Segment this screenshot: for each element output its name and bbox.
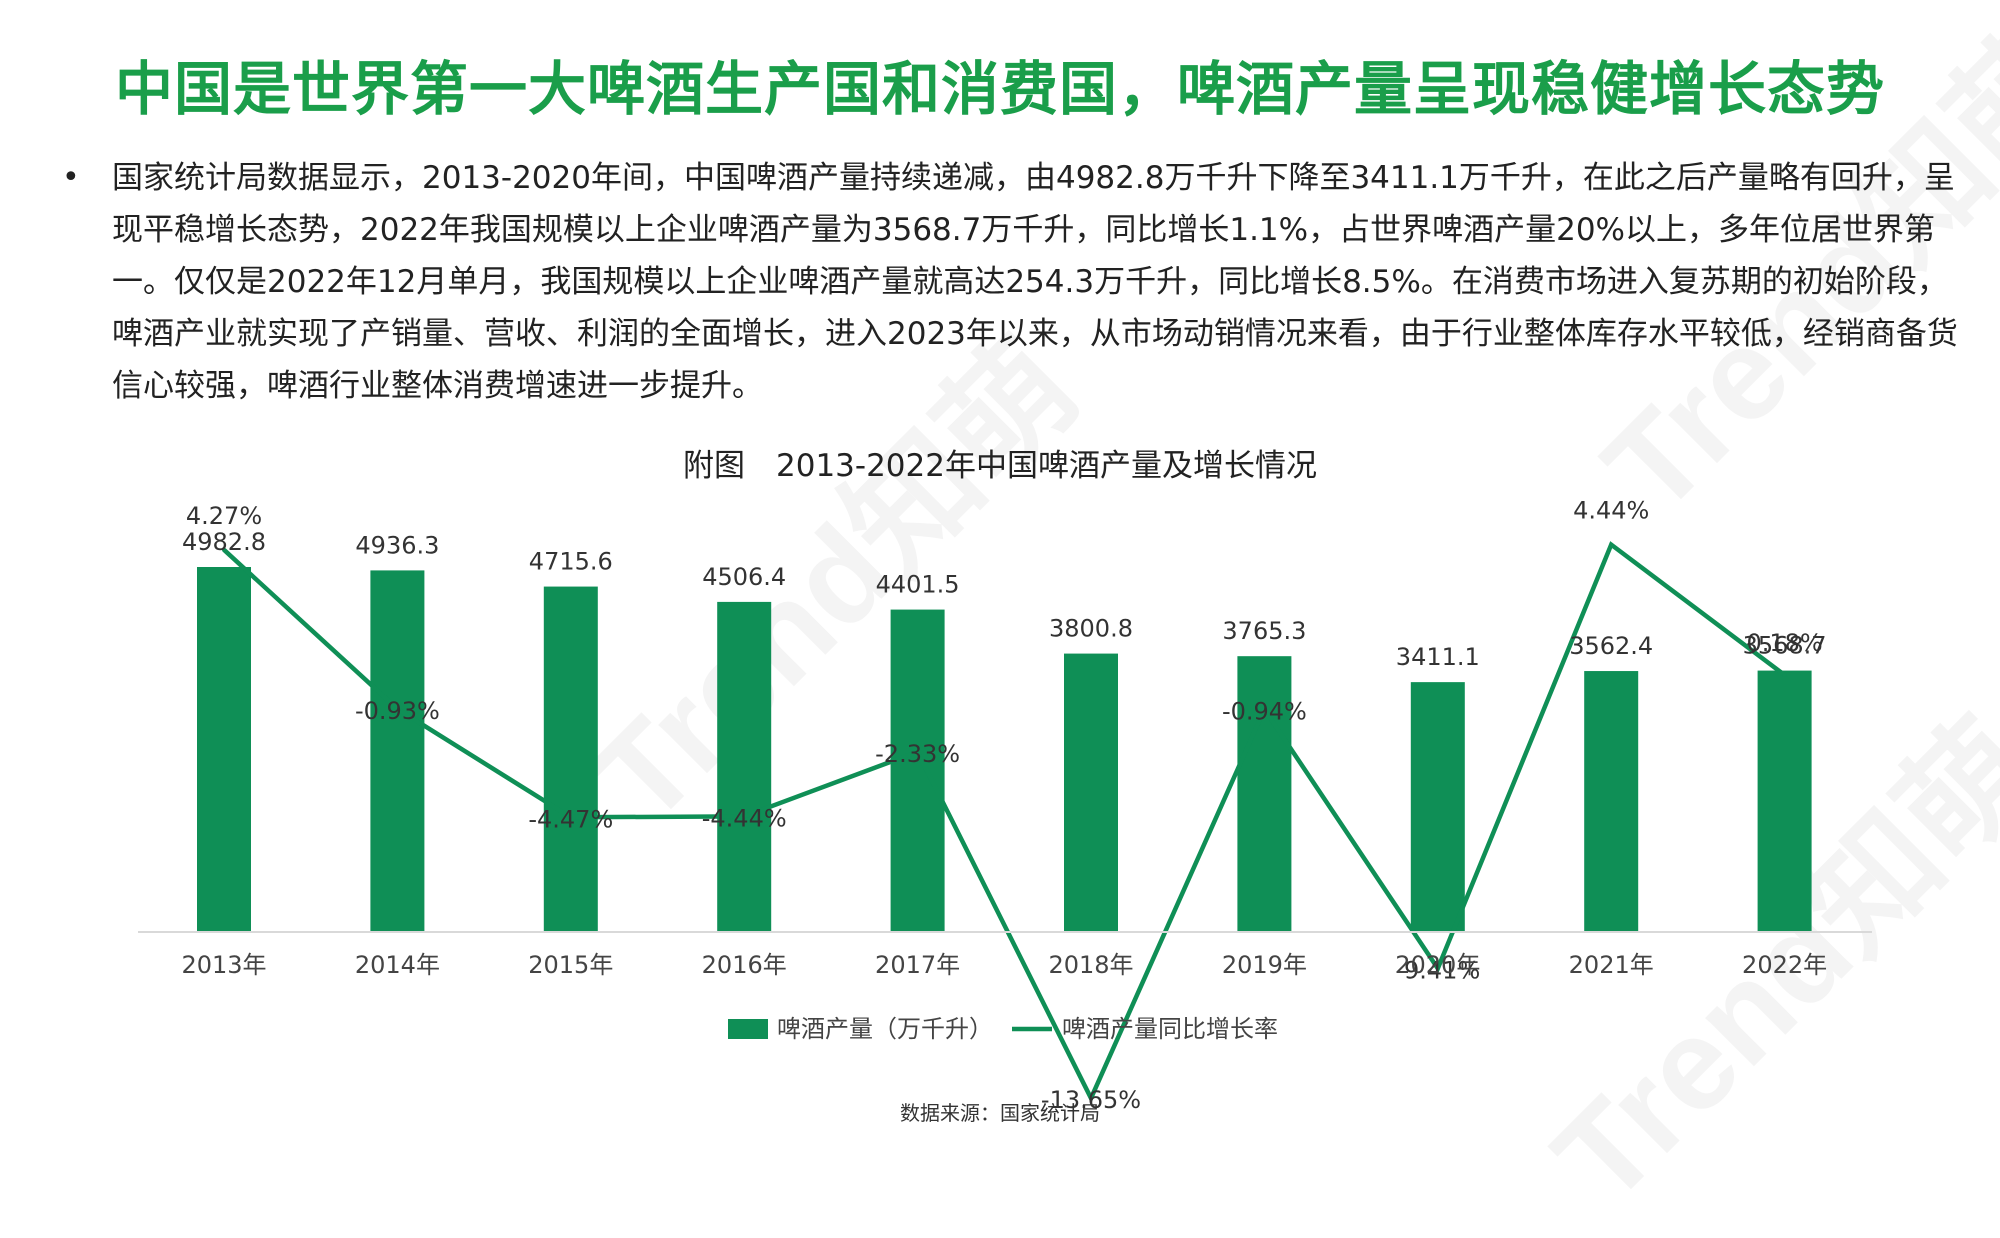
bar-value-label: 4506.4 [702,563,786,591]
page-title: 中国是世界第一大啤酒生产国和消费国，啤酒产量呈现稳健增长态势 [114,55,1885,123]
growth-rate-label: -0.94% [1222,697,1307,725]
x-tick-label: 2021年 [1569,951,1654,979]
bar-2015年 [543,586,598,932]
growth-rate-label: 4.44% [1573,497,1649,525]
growth-rate-label: -9.41% [1395,956,1480,984]
growth-point-2019年 [1262,707,1267,712]
growth-rate-line [222,541,1786,1104]
beer-production-chart: 4982.8 4936.3 4715.6 4506.4 4401.5 3800.8 3765… [138,497,1872,1114]
growth-point-2022年 [1782,672,1787,677]
legend-bar-swatch [728,1019,768,1039]
bar-2014年 [370,570,425,932]
bar-2019年 [1237,656,1292,932]
growth-point-2014年 [395,706,400,711]
bar-value-label: 4936.3 [355,531,439,559]
bar-2018年 [1064,653,1118,932]
growth-rate-label: -0.93% [355,697,440,725]
chart-title: 附图 2013-2022年中国啤酒产量及增长情况 [683,448,1317,484]
bar-value-label: 3411.1 [1396,643,1480,671]
data-source: 数据来源：国家统计局 [900,1101,1100,1125]
bar-value-label: 4982.8 [182,528,266,556]
bar-value-label: 4401.5 [876,571,960,599]
growth-point-2016年 [742,814,747,819]
bar-2017年 [890,609,945,932]
growth-rate-label: -4.47% [528,805,613,833]
legend-line-label: 啤酒产量同比增长率 [1062,1015,1278,1043]
growth-point-2017年 [915,749,920,754]
x-tick-label: 2014年 [355,951,440,979]
bullet-paragraph: • 国家统计局数据显示，2013-2020年间，中国啤酒产量持续递减，由4982… [62,152,1962,412]
bar-value-label: 3800.8 [1049,615,1133,643]
growth-rate-label: 4.27% [186,502,262,530]
bar-2021年 [1584,671,1639,932]
growth-point-2015年 [568,815,573,820]
bar-2013年 [197,567,251,932]
bar-value-label: 3568.7 [1743,632,1827,660]
growth-rate-label: -2.33% [875,740,960,768]
growth-point-2021年 [1609,542,1614,547]
bullet-text: 国家统计局数据显示，2013-2020年间，中国啤酒产量持续递减，由4982.8… [112,160,1958,404]
x-tick-label: 2018年 [1048,951,1133,979]
growth-rate-label: -13.65% [1041,1086,1141,1114]
bar-value-label: 4715.6 [529,548,613,576]
bar-2016年 [717,601,772,932]
x-tick-label: 2022年 [1742,951,1827,979]
x-tick-label: 2020年 [1395,951,1480,979]
growth-point-2018年 [1089,1096,1093,1101]
x-tick-label: 2019年 [1222,951,1307,979]
x-tick-label: 2017年 [875,951,960,979]
growth-rate-label: -4.44% [702,804,787,832]
bar-value-label: 3765.3 [1222,617,1306,645]
growth-point-2013年 [222,547,226,552]
x-tick-label: 2013年 [181,951,266,979]
growth-rate-label: 0.18% [1746,629,1822,657]
x-tick-label: 2016年 [702,951,787,979]
x-tick-label: 2015年 [528,951,613,979]
growth-point-2020年 [1435,966,1440,971]
bar-2020年 [1410,682,1465,932]
legend-bar-label: 啤酒产量（万千升） [777,1015,993,1043]
bar-value-label: 3562.4 [1569,632,1653,660]
bullet-dot-icon: • [62,160,80,195]
bar-2022年 [1757,670,1812,932]
